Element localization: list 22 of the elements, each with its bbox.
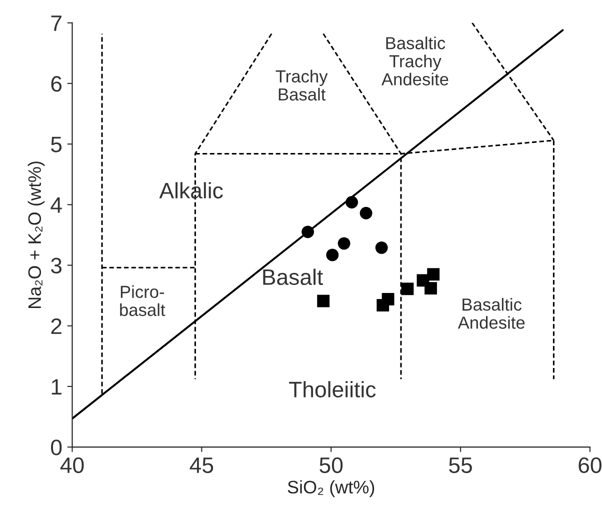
- y-tick-label: 5: [51, 136, 62, 152]
- y-axis-title: Na₂O + K₂O (wt%): [28, 162, 45, 308]
- y-tick-label: 6: [51, 76, 62, 92]
- annotation: Tholeiitic: [289, 381, 376, 398]
- y-tick-label: 0: [51, 440, 62, 456]
- x-tick-label: 40: [60, 457, 84, 474]
- x-axis-title: SiO₂ (wt%): [288, 480, 374, 498]
- y-tick-label: 7: [51, 16, 62, 31]
- y-tick-label: 4: [50, 197, 62, 213]
- annotation: Basaltic Trachy Andesite: [381, 36, 448, 86]
- y-tick-label: 1: [52, 379, 62, 394]
- annotation: Picro- basalt: [120, 285, 166, 316]
- x-tick-label: 45: [190, 458, 214, 474]
- y-tick-label: 2: [51, 318, 62, 334]
- x-tick-label: 50: [320, 457, 343, 474]
- annotation: Basaltic Andesite: [458, 298, 525, 329]
- x-tick-label: 55: [449, 458, 472, 474]
- annotation: Alkalic: [159, 182, 223, 198]
- y-tick-label: 3: [51, 258, 62, 274]
- annotation: Basalt: [263, 268, 323, 286]
- x-tick-label: 60: [578, 457, 602, 474]
- annotation: Trachy Basalt: [276, 70, 328, 101]
